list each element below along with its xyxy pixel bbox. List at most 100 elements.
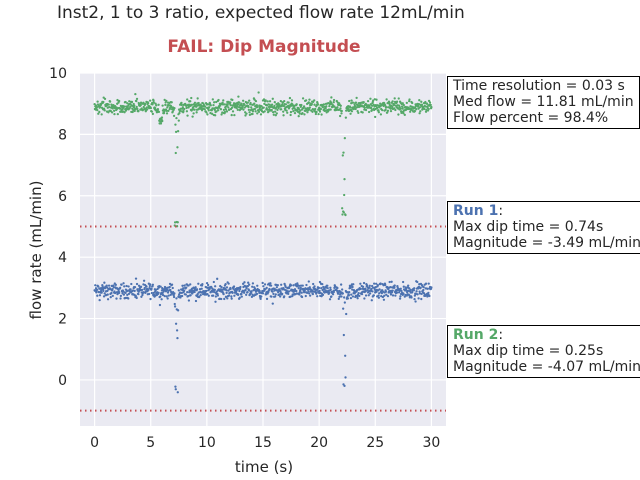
data-point <box>351 101 355 104</box>
data-point <box>172 295 176 299</box>
data-point <box>143 102 147 106</box>
data-point <box>231 291 234 294</box>
data-point <box>95 291 98 294</box>
data-point <box>181 284 184 287</box>
data-point <box>197 101 200 105</box>
data-point <box>331 293 335 296</box>
data-point <box>186 290 189 294</box>
data-point <box>135 97 139 100</box>
data-point <box>376 283 379 287</box>
data-point <box>293 289 296 293</box>
data-point <box>305 291 309 295</box>
data-point <box>267 105 271 109</box>
data-point <box>364 287 367 290</box>
data-point <box>367 110 371 114</box>
time-resolution-text: Time resolution = 0.03 s <box>453 78 625 94</box>
data-point <box>140 288 144 292</box>
data-point <box>308 286 311 289</box>
data-point <box>227 282 230 285</box>
data-point <box>377 111 381 114</box>
data-point <box>173 305 177 308</box>
data-point <box>206 113 209 116</box>
data-point <box>283 295 286 298</box>
data-point <box>273 104 276 108</box>
data-point <box>98 105 102 109</box>
data-point <box>246 101 249 104</box>
data-point <box>126 102 129 105</box>
data-point <box>336 286 339 290</box>
data-point <box>159 285 162 288</box>
data-point <box>250 106 253 109</box>
data-point <box>273 295 277 298</box>
data-point <box>255 292 259 296</box>
run2-title: Run 2 <box>453 327 499 343</box>
data-point <box>147 288 150 291</box>
data-point <box>395 100 399 103</box>
data-point <box>370 108 373 112</box>
data-point <box>342 307 345 310</box>
data-point <box>112 109 116 112</box>
data-point <box>325 105 328 108</box>
data-point <box>166 297 169 300</box>
data-point <box>222 99 225 102</box>
data-point <box>324 106 327 110</box>
data-point <box>144 290 147 293</box>
data-point <box>247 105 250 109</box>
data-point <box>159 295 162 298</box>
data-point <box>419 110 422 113</box>
data-point <box>190 103 194 106</box>
data-point <box>166 291 170 294</box>
data-point <box>361 111 364 114</box>
data-point <box>205 111 208 114</box>
data-point <box>314 107 317 111</box>
data-point <box>257 91 260 94</box>
data-point <box>308 106 311 109</box>
data-point <box>253 102 256 105</box>
data-point <box>369 97 372 100</box>
data-point <box>166 106 169 109</box>
data-point <box>393 97 396 100</box>
data-point <box>247 281 250 284</box>
data-point <box>337 297 340 301</box>
data-point <box>299 284 303 287</box>
data-point <box>350 99 353 102</box>
data-point <box>409 288 412 291</box>
data-point <box>226 103 229 106</box>
data-point <box>317 112 320 116</box>
data-point <box>341 154 344 157</box>
data-point <box>239 285 242 289</box>
data-point <box>378 292 381 295</box>
data-point <box>339 283 343 286</box>
x-tick-label: 10 <box>198 435 216 451</box>
data-point <box>242 291 246 294</box>
data-point <box>417 297 420 300</box>
data-points <box>93 91 433 394</box>
data-point <box>129 288 132 291</box>
data-point <box>297 287 300 290</box>
data-point <box>384 290 388 293</box>
data-point <box>415 108 418 111</box>
data-point <box>198 295 201 298</box>
data-point <box>203 105 207 108</box>
data-point <box>115 297 118 300</box>
data-point <box>343 137 346 140</box>
data-point <box>391 289 394 292</box>
data-point <box>288 105 291 108</box>
data-point <box>119 286 122 289</box>
data-point <box>230 295 233 298</box>
data-point <box>238 101 241 104</box>
data-point <box>389 293 393 296</box>
data-point <box>231 110 235 113</box>
data-point <box>341 292 344 295</box>
data-point <box>130 282 133 286</box>
data-point <box>97 285 100 288</box>
data-point <box>373 282 376 285</box>
data-point <box>371 290 374 293</box>
data-point <box>284 285 287 288</box>
data-point <box>427 107 430 111</box>
data-point <box>368 284 371 287</box>
data-point <box>287 101 290 104</box>
run2-magnitude: Magnitude = -4.07 mL/min <box>453 359 640 375</box>
data-point <box>388 280 391 284</box>
data-point <box>295 289 298 293</box>
